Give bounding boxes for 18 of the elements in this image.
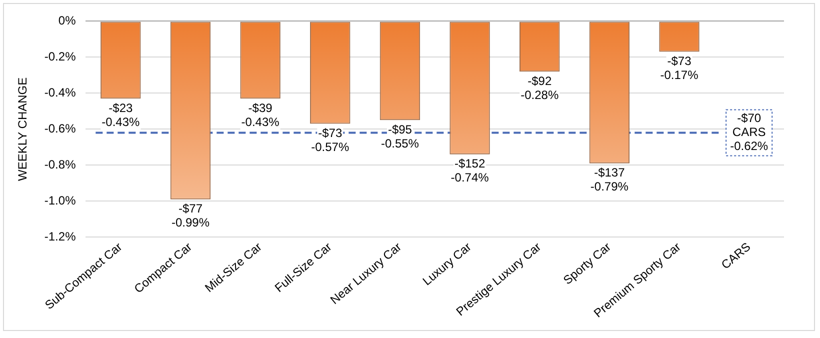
y-tick-label: -1.2% bbox=[44, 229, 76, 244]
data-label: -$73 -0.57% bbox=[311, 126, 350, 154]
y-tick-label: 0% bbox=[58, 14, 76, 28]
data-label: -$152 -0.74% bbox=[450, 156, 490, 185]
data-label: -$39 -0.43% bbox=[241, 100, 280, 129]
y-axis-title: WEEKLY CHANGE bbox=[16, 77, 30, 181]
data-label: -$95 -0.55% bbox=[380, 122, 420, 150]
y-tick-label: -0.6% bbox=[44, 121, 76, 136]
ref-line-label: -$70 CARS -0.62% bbox=[730, 111, 768, 154]
data-label: -$92 -0.28% bbox=[520, 74, 559, 102]
y-tick-label: -0.4% bbox=[44, 85, 76, 100]
y-tick-label: -1.0% bbox=[44, 193, 76, 208]
y-tick-label: -0.8% bbox=[44, 157, 76, 172]
data-label: -$77 -0.99% bbox=[171, 202, 210, 230]
data-label: -$23 -0.43% bbox=[102, 100, 140, 129]
y-tick-label: -0.2% bbox=[44, 49, 76, 64]
data-label: -$137 -0.79% bbox=[590, 166, 629, 194]
data-label: -$73 -0.17% bbox=[660, 54, 699, 82]
